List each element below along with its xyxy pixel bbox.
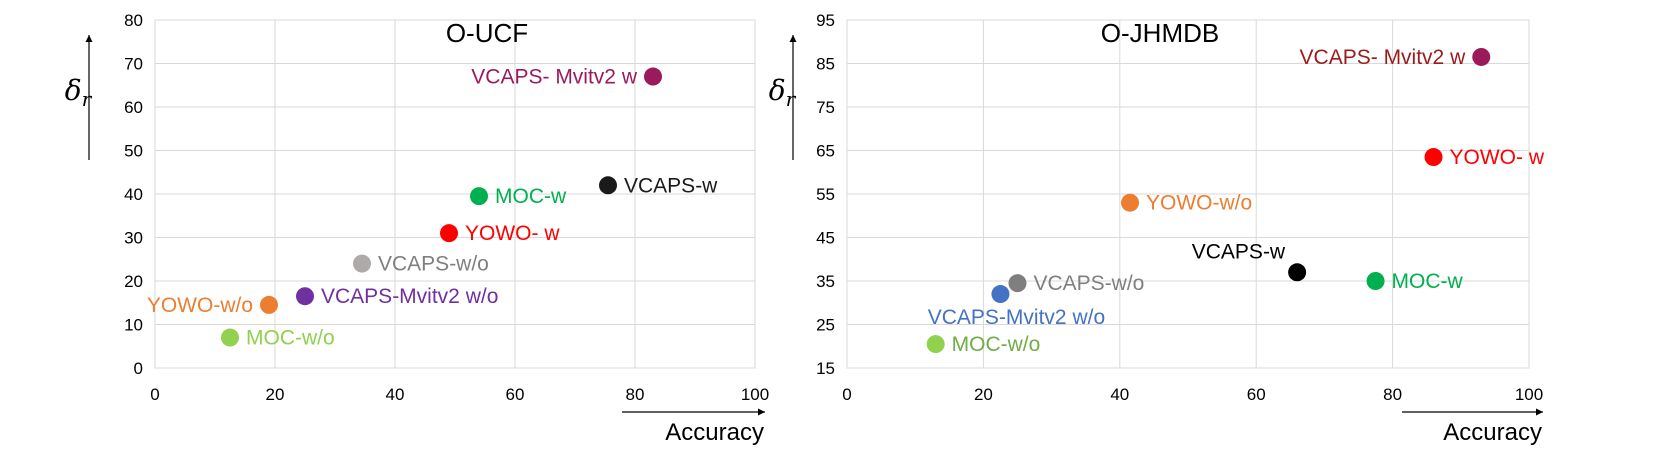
x-tick-label: 20 (266, 385, 285, 404)
data-point-vcaps-w (1288, 263, 1307, 282)
plot-area (154, 19, 756, 369)
x-axis-label: Accuracy (1443, 419, 1542, 446)
x-tick-label: 40 (1110, 385, 1129, 404)
y-tick-label: 15 (816, 359, 835, 378)
data-label-vcaps-mvitv2-w-o: VCAPS-Mvitv2 w/o (928, 306, 1105, 329)
data-point-yowo-w-o (1121, 193, 1140, 212)
x-tick-label: 0 (842, 385, 851, 404)
x-tick-label: 100 (1515, 385, 1543, 404)
y-tick-label: 30 (124, 229, 143, 248)
data-point-moc-w-o (221, 328, 239, 347)
data-point-yowo-w (440, 224, 458, 243)
y-tick-label: 10 (124, 316, 143, 335)
data-point-vcaps-mvitv2-w (1472, 47, 1491, 66)
data-label-yowo-w: YOWO- w (465, 222, 560, 245)
y-tick-label: 60 (124, 98, 143, 117)
y-tick-label: 45 (816, 229, 835, 248)
data-label-moc-w: MOC-w (1392, 270, 1464, 293)
y-tick-label: 85 (816, 55, 835, 74)
data-label-yowo-w-o: YOWO-w/o (1146, 192, 1252, 215)
x-tick-label: 80 (626, 385, 645, 404)
chart-title: O-UCF (446, 18, 528, 48)
data-label-vcaps-w-o: VCAPS-w/o (1034, 272, 1145, 295)
data-point-yowo-w (1424, 148, 1443, 167)
data-label-moc-w-o: MOC-w/o (952, 333, 1041, 356)
data-point-vcaps-mvitv2-w-o (296, 287, 314, 306)
x-tick-label: 80 (1383, 385, 1402, 404)
data-point-vcaps-w (599, 176, 617, 195)
y-tick-label: 50 (124, 142, 143, 161)
data-label-yowo-w-o: YOWO-w/o (147, 294, 253, 317)
x-tick-label: 100 (741, 385, 769, 404)
data-point-vcaps-mvitv2-w-o (991, 285, 1010, 304)
data-label-moc-w-o: MOC-w/o (246, 327, 335, 350)
y-tick-label: 70 (124, 55, 143, 74)
y-axis-arrowhead (789, 35, 797, 42)
x-tick-label: 60 (506, 385, 525, 404)
x-axis-arrowhead (1536, 408, 1543, 416)
plot-area (846, 19, 1530, 369)
data-label-vcaps-mvitv2-w-o: VCAPS-Mvitv2 w/o (321, 285, 498, 308)
y-axis-arrowhead (85, 35, 93, 42)
data-point-moc-w (470, 187, 488, 206)
data-point-vcaps-w-o (353, 254, 371, 273)
x-axis-arrowhead (758, 408, 765, 416)
x-axis-label: Accuracy (665, 419, 764, 446)
data-label-vcaps-mvitv2-w: VCAPS- Mvitv2 w (1300, 46, 1467, 69)
x-tick-label: 40 (386, 385, 405, 404)
y-tick-label: 40 (124, 185, 143, 204)
x-tick-label: 20 (974, 385, 993, 404)
data-label-moc-w: MOC-w (495, 185, 567, 208)
data-point-vcaps-w-o (1008, 274, 1027, 293)
y-tick-label: 55 (816, 185, 835, 204)
y-tick-label: 25 (816, 316, 835, 335)
data-label-vcaps-w: VCAPS-w (1192, 240, 1286, 263)
y-tick-label: 75 (816, 98, 835, 117)
y-tick-label: 95 (816, 11, 835, 30)
y-tick-label: 20 (124, 272, 143, 291)
y-tick-label: 80 (124, 11, 143, 30)
data-point-moc-w (1366, 272, 1385, 290)
data-label-vcaps-mvitv2-w: VCAPS- Mvitv2 w (471, 66, 638, 89)
data-label-vcaps-w: VCAPS-w (624, 174, 718, 197)
y-tick-label: 0 (134, 359, 143, 378)
x-tick-label: 0 (150, 385, 159, 404)
data-point-vcaps-mvitv2-w (644, 67, 662, 86)
data-label-vcaps-w-o: VCAPS-w/o (378, 253, 489, 276)
data-point-yowo-w-o (260, 295, 278, 314)
y-tick-label: 35 (816, 272, 835, 291)
data-label-yowo-w: YOWO- w (1450, 146, 1545, 169)
x-tick-label: 60 (1247, 385, 1266, 404)
data-point-moc-w-o (926, 335, 945, 354)
chart-title: O-JHMDB (1101, 18, 1219, 48)
y-tick-label: 65 (816, 142, 835, 161)
